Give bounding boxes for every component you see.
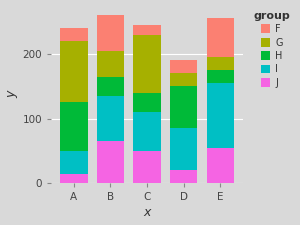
Bar — [133, 151, 161, 183]
Bar — [60, 28, 88, 41]
Bar — [170, 61, 197, 73]
Bar — [97, 15, 124, 51]
Bar — [97, 141, 124, 183]
Bar — [97, 77, 124, 96]
Bar — [170, 128, 197, 170]
Bar — [133, 93, 161, 112]
Bar — [97, 96, 124, 141]
Bar — [207, 18, 234, 57]
Bar — [60, 151, 88, 173]
Legend: F, G, H, I, J: F, G, H, I, J — [250, 7, 294, 92]
Bar — [170, 170, 197, 183]
Bar — [133, 112, 161, 151]
Bar — [207, 83, 234, 148]
Bar — [60, 41, 88, 102]
Bar — [133, 35, 161, 93]
Bar — [97, 51, 124, 77]
Bar — [207, 57, 234, 70]
Bar — [207, 70, 234, 83]
X-axis label: x: x — [143, 207, 151, 219]
Bar — [170, 86, 197, 128]
Bar — [170, 73, 197, 86]
Bar — [133, 25, 161, 35]
Bar — [60, 102, 88, 151]
Y-axis label: y: y — [6, 91, 19, 98]
Bar — [207, 148, 234, 183]
Bar — [60, 173, 88, 183]
